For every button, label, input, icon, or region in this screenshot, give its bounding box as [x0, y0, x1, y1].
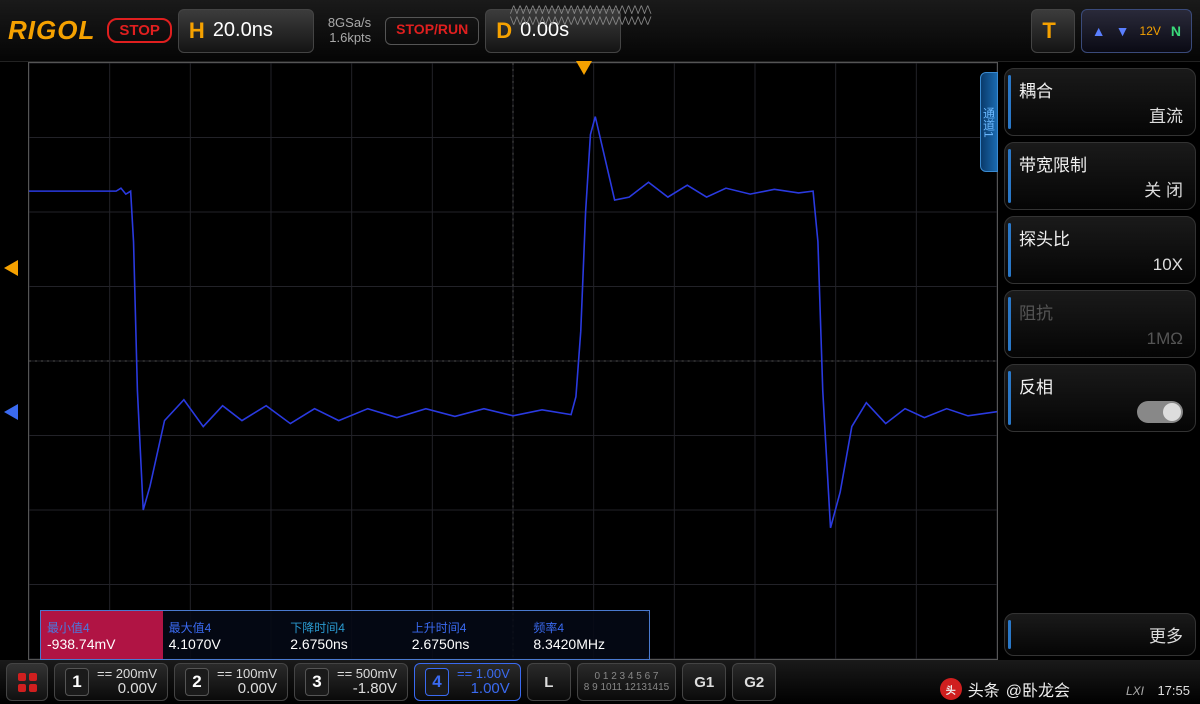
menu-item-value: 关 闭 [1144, 176, 1183, 201]
logic-label: L [544, 674, 553, 691]
menu-item-0[interactable]: 耦合直流 [1004, 68, 1196, 136]
channel-offset: -1.80V [337, 681, 397, 697]
trigger-level-box[interactable]: ▲ ▼ 12V N [1081, 9, 1192, 53]
menu-item-2[interactable]: 探头比 10X [1004, 216, 1196, 284]
menu-item-value: 直流 [1149, 102, 1183, 127]
channel-number: 3 [305, 668, 329, 696]
channel-number: 2 [185, 668, 209, 696]
watermark-label: 头条 [968, 677, 1000, 701]
center-buttons: Measure STOP/RUN [385, 17, 479, 45]
measurement-cell-0[interactable]: 最小值4-938.74mV [41, 611, 163, 659]
measurement-label: 频率4 [533, 619, 643, 636]
menu-item-label: 带宽限制 [1019, 151, 1183, 176]
channel-number: 1 [65, 668, 89, 696]
apps-icon-button[interactable] [6, 663, 48, 701]
measurement-cell-2[interactable]: 下降时间42.6750ns [284, 611, 406, 659]
trigger-level-marker-icon[interactable] [4, 260, 18, 276]
menu-item-value: 10X [1153, 255, 1183, 275]
run-state-badge[interactable]: STOP [107, 18, 172, 43]
g2-label: G2 [744, 674, 764, 691]
trigger-up-icon: ▲ [1092, 23, 1106, 39]
menu-item-label: 反相 [1019, 373, 1183, 398]
channel-2-button[interactable]: 2 == 100mV0.00V [174, 663, 288, 701]
menu-item-label: 耦合 [1019, 77, 1183, 102]
channel-ground-marker-icon[interactable] [4, 404, 18, 420]
grid-svg [29, 63, 997, 659]
channel-number: 4 [425, 668, 449, 696]
sample-points: 1.6kpts [328, 31, 371, 45]
menu-item-1[interactable]: 带宽限制关 闭 [1004, 142, 1196, 210]
stop-run-button[interactable]: STOP/RUN [385, 17, 479, 45]
brand-logo: RIGOL [8, 15, 95, 46]
channel-scale: == 500mV [337, 667, 397, 681]
menu-more-button[interactable]: 更多 [1004, 613, 1196, 656]
scope-area [0, 62, 998, 660]
watermark: 头 头条 @卧龙会 [940, 677, 1070, 701]
horizontal-value: 20.0ns [213, 19, 303, 42]
trigger-state: N [1171, 23, 1181, 39]
menu-item-4[interactable]: 反相 [1004, 364, 1196, 432]
horizontal-scale[interactable]: H 20.0ns [178, 9, 314, 53]
menu-item-label: 探头比 [1019, 225, 1183, 250]
measurement-value: 4.1070V [169, 636, 279, 652]
toggle-switch[interactable] [1137, 401, 1183, 423]
decorative-zigzag: ⋀⋀⋀⋀⋀⋀⋀⋀⋀⋀⋀⋀⋀⋀⋀⋀⋀⋀⋀⋀⋀⋀⋁⋁⋁⋁⋁⋁⋁⋁⋁⋁⋁⋁⋁⋁⋁⋁⋁⋁… [510, 4, 650, 26]
trigger-down-icon: ▼ [1116, 23, 1130, 39]
channel-scale: == 100mV [217, 667, 277, 681]
measurement-label: 上升时间4 [412, 619, 522, 636]
logic-button[interactable]: L [527, 663, 571, 701]
digital-row1: 0 1 2 3 4 5 6 7 [595, 671, 659, 682]
measurement-cell-4[interactable]: 频率48.3420MHz [527, 611, 649, 659]
sample-info: 8GSa/s 1.6kpts [320, 16, 379, 45]
measurement-value: 2.6750ns [290, 636, 400, 652]
channel-offset: 1.00V [457, 681, 510, 697]
channel-scale: == 200mV [97, 667, 157, 681]
watermark-name: @卧龙会 [1006, 677, 1070, 701]
measurements-panel[interactable]: 最小值4-938.74mV最大值44.1070V下降时间42.6750ns上升时… [40, 610, 650, 660]
menu-item-label: 阻抗 [1019, 299, 1183, 324]
sample-rate: 8GSa/s [328, 16, 371, 30]
trigger-level: 12V [1140, 24, 1161, 38]
menu-more-label: 更多 [1149, 622, 1183, 647]
trigger-header[interactable]: T [1031, 9, 1074, 53]
lxi-badge: LXI [1126, 684, 1144, 698]
clock: 17:55 [1157, 683, 1190, 698]
trigger-marker-icon[interactable] [576, 61, 592, 75]
channel-offset: 0.00V [217, 681, 277, 697]
measurement-value: 2.6750ns [412, 636, 522, 652]
measurement-cell-1[interactable]: 最大值44.1070V [163, 611, 285, 659]
apps-grid-icon [18, 673, 37, 692]
digital-channels[interactable]: 0 1 2 3 4 5 6 7 8 9 1011 12131415 [577, 663, 676, 701]
measurement-label: 最小值4 [47, 619, 157, 636]
scope-grid[interactable] [28, 62, 998, 660]
horizontal-label: H [189, 18, 205, 44]
measurement-label: 下降时间4 [290, 619, 400, 636]
channel-1-button[interactable]: 1 == 200mV0.00V [54, 663, 168, 701]
measurement-cell-3[interactable]: 上升时间42.6750ns [406, 611, 528, 659]
menu-item-value: 1MΩ [1147, 329, 1183, 349]
measurement-value: -938.74mV [47, 636, 157, 652]
menu-item-3: 阻抗 1MΩ [1004, 290, 1196, 358]
g2-button[interactable]: G2 [732, 663, 776, 701]
channel-scale: == 1.00V [457, 667, 510, 681]
measurement-label: 最大值4 [169, 619, 279, 636]
measurement-value: 8.3420MHz [533, 636, 643, 652]
watermark-avatar-icon: 头 [940, 678, 962, 700]
digital-row2: 8 9 1011 12131415 [584, 682, 669, 693]
side-menu: 通道1 耦合直流带宽限制关 闭探头比10X阻抗1MΩ反相 更多 [998, 62, 1200, 660]
side-menu-tab[interactable]: 通道1 [980, 72, 998, 172]
channel-3-button[interactable]: 3 == 500mV-1.80V [294, 663, 408, 701]
channel-4-button[interactable]: 4 == 1.00V1.00V [414, 663, 521, 701]
g1-label: G1 [694, 674, 714, 691]
g1-button[interactable]: G1 [682, 663, 726, 701]
channel-offset: 0.00V [97, 681, 157, 697]
trigger-label: T [1042, 18, 1055, 44]
